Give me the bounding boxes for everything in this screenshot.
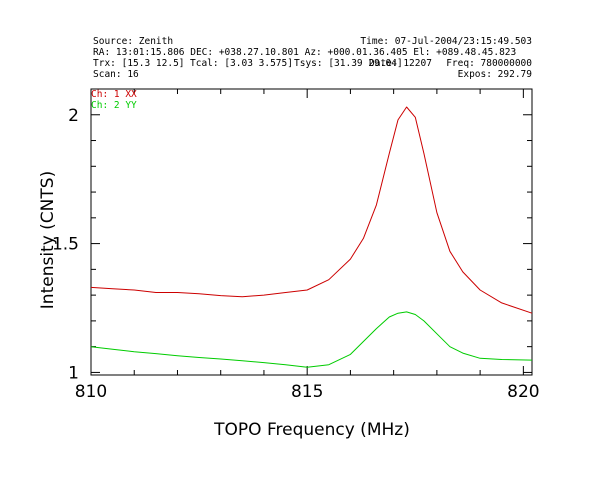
- axis-ticks: 810 815 820 1 1.5 2: [52, 89, 540, 402]
- y-axis-label: Intensity (CNTS): [38, 171, 58, 309]
- data-series: [90, 106, 533, 368]
- header-expos: Expos: 292.79: [458, 69, 533, 80]
- header-trx: Trx: [15.3 12.5]: [93, 58, 185, 69]
- plot-frame: [90, 88, 533, 376]
- x-axis-label: TOPO Frequency (MHz): [213, 420, 410, 440]
- header-source: Source: Zenith: [93, 36, 173, 47]
- y-tick-label: 2: [68, 106, 79, 126]
- x-tick-label: 815: [291, 382, 323, 402]
- header-scan: Scan: 16: [93, 69, 139, 80]
- header-date: Date: 12207: [369, 58, 432, 69]
- x-tick-label: 810: [75, 382, 107, 402]
- series-line-2: [90, 311, 533, 368]
- legend-entry-2: Ch: 2 YY: [91, 100, 137, 111]
- header-position: RA: 13:01:15.806 DEC: +038.27.10.801 Az:…: [93, 47, 516, 58]
- legend-entry-1: Ch: 1 XX: [91, 89, 137, 100]
- series-line-1: [90, 106, 533, 314]
- header-tsys: Tsys: [31.39 29.04]: [294, 58, 403, 69]
- header-tcal: Tcal: [3.03 3.575]: [190, 58, 293, 69]
- header-time: Time: 07-Jul-2004/23:15:49.503: [360, 36, 532, 47]
- x-tick-label: 820: [507, 382, 539, 402]
- y-tick-label: 1.5: [52, 235, 79, 255]
- y-tick-label: 1: [68, 363, 79, 383]
- header-freq: Freq: 780000000: [446, 58, 532, 69]
